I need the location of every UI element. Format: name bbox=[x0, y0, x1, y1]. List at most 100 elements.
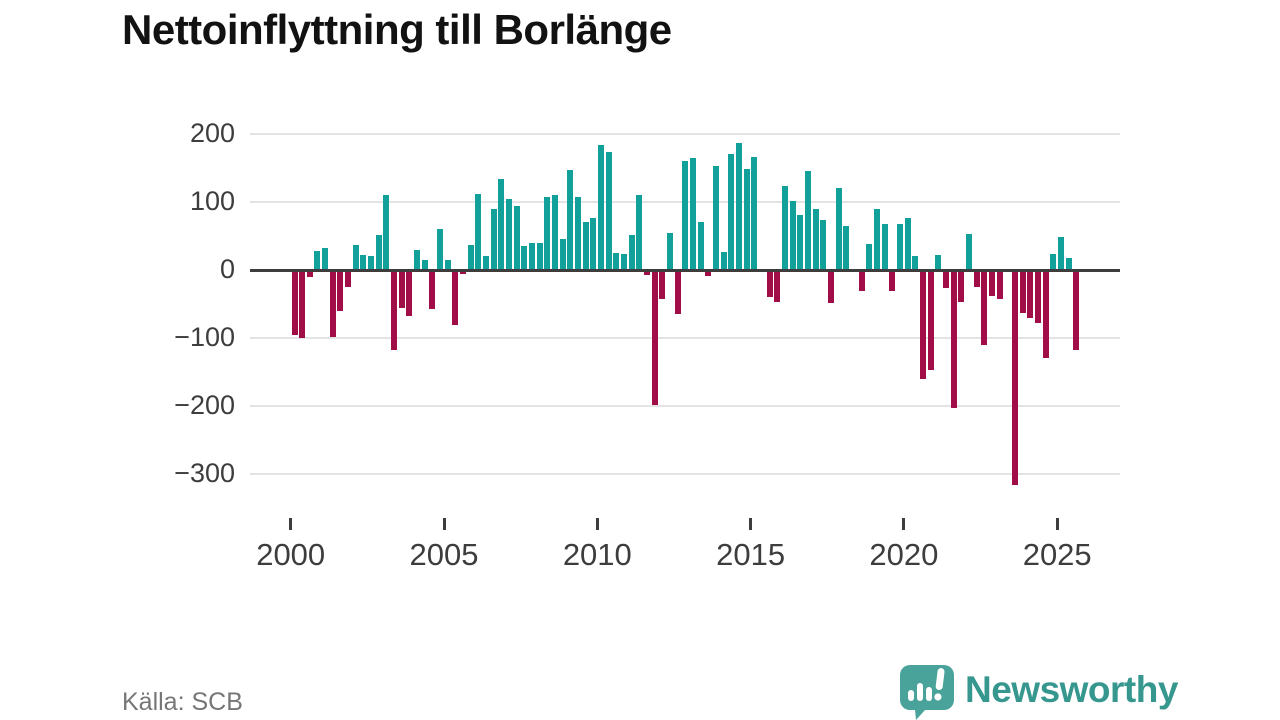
zero-axis-line bbox=[250, 268, 1120, 272]
bar-negative bbox=[306, 270, 313, 277]
bar-positive bbox=[498, 178, 505, 270]
bar-positive bbox=[912, 256, 919, 270]
bar-negative bbox=[858, 270, 865, 292]
bar-positive bbox=[598, 144, 605, 270]
bar-positive bbox=[414, 249, 421, 270]
bar-negative bbox=[950, 270, 957, 409]
bar-positive bbox=[897, 224, 904, 270]
y-axis-tick-label: 200 bbox=[189, 118, 235, 148]
bar-negative bbox=[1027, 270, 1034, 318]
bar-negative bbox=[345, 270, 352, 287]
bar-positive bbox=[874, 209, 881, 270]
bar-positive bbox=[1050, 253, 1057, 270]
bar-positive bbox=[820, 219, 827, 270]
gridline bbox=[250, 337, 1120, 339]
bar-negative bbox=[1012, 270, 1018, 485]
x-axis-tick-mark bbox=[902, 518, 906, 530]
x-axis-tick-mark bbox=[749, 518, 753, 530]
bar-positive bbox=[720, 252, 727, 270]
bar-positive bbox=[383, 195, 390, 270]
bar-negative bbox=[429, 270, 436, 309]
bar-positive bbox=[605, 152, 612, 270]
bar-negative bbox=[981, 270, 988, 345]
bar-negative bbox=[958, 270, 965, 302]
bar-positive bbox=[789, 201, 796, 270]
bar-negative bbox=[996, 270, 1003, 300]
x-axis-tick-label: 2020 bbox=[869, 537, 939, 572]
bar-positive bbox=[935, 255, 942, 270]
bar-negative bbox=[989, 270, 995, 296]
bar-positive bbox=[613, 253, 620, 270]
x-axis-tick-mark bbox=[1055, 518, 1059, 530]
bar-positive bbox=[713, 165, 720, 270]
bar-positive bbox=[636, 195, 643, 270]
bar-negative bbox=[337, 270, 344, 311]
bar-negative bbox=[774, 270, 781, 302]
bar-positive bbox=[467, 244, 474, 270]
bar-positive bbox=[805, 171, 812, 270]
bar-negative bbox=[1042, 270, 1049, 359]
bar-positive bbox=[575, 197, 582, 270]
bar-negative bbox=[644, 270, 651, 276]
bar-positive bbox=[628, 235, 635, 270]
x-axis-tick-label: 2025 bbox=[1022, 537, 1092, 572]
chart-title: Nettoinflyttning till Borlänge bbox=[122, 6, 672, 53]
bar-positive bbox=[966, 233, 973, 270]
bar-positive bbox=[521, 245, 528, 270]
bar-positive bbox=[1065, 257, 1072, 270]
bar-positive bbox=[444, 260, 451, 270]
bar-negative bbox=[674, 270, 681, 314]
bar-positive bbox=[736, 142, 743, 270]
y-axis-tick-label: 100 bbox=[189, 186, 235, 216]
bar-positive bbox=[751, 157, 758, 270]
bar-positive bbox=[697, 221, 704, 270]
bar-negative bbox=[329, 270, 336, 337]
bar-negative bbox=[398, 270, 405, 309]
bar-positive bbox=[352, 244, 359, 270]
newsworthy-wordmark: Newsworthy bbox=[965, 669, 1178, 710]
bar-negative bbox=[452, 270, 459, 326]
bar-negative bbox=[920, 270, 927, 380]
y-axis-tick-label: 0 bbox=[219, 254, 235, 284]
y-axis-tick-label: −300 bbox=[174, 458, 235, 488]
bar-negative bbox=[460, 270, 467, 275]
bar-positive bbox=[421, 260, 428, 270]
bar-positive bbox=[490, 208, 497, 270]
bar-positive bbox=[590, 217, 597, 270]
bar-negative bbox=[927, 270, 934, 370]
bar-positive bbox=[743, 169, 750, 270]
x-axis-tick-label: 2000 bbox=[256, 537, 326, 572]
bar-positive bbox=[552, 194, 559, 270]
bar-negative bbox=[406, 270, 413, 317]
bar-positive bbox=[559, 238, 566, 270]
bar-positive bbox=[835, 187, 842, 270]
bar-negative bbox=[705, 270, 712, 277]
x-axis-tick-label: 2005 bbox=[409, 537, 479, 572]
bar-positive bbox=[843, 225, 850, 270]
bar-positive bbox=[483, 256, 490, 270]
bar-positive bbox=[536, 243, 543, 270]
bar-negative bbox=[659, 270, 666, 299]
bar-positive bbox=[513, 206, 520, 270]
y-axis-tick-label: −200 bbox=[174, 390, 235, 420]
x-axis-tick-mark bbox=[595, 518, 599, 530]
source-caption: Källa: SCB bbox=[122, 688, 243, 716]
bar-positive bbox=[582, 221, 589, 270]
bar-positive bbox=[506, 198, 513, 270]
bar-positive bbox=[567, 170, 574, 270]
bar-positive bbox=[682, 161, 689, 270]
gridline bbox=[250, 133, 1120, 135]
x-axis-tick-mark bbox=[289, 518, 293, 530]
bar-positive bbox=[360, 255, 367, 270]
bar-positive bbox=[322, 248, 329, 270]
bar-positive bbox=[368, 256, 375, 270]
bar-negative bbox=[889, 270, 896, 292]
bar-negative bbox=[1019, 270, 1026, 313]
bar-positive bbox=[797, 214, 804, 270]
bar-negative bbox=[766, 270, 773, 298]
bar-positive bbox=[881, 224, 888, 270]
x-axis-tick-label: 2010 bbox=[562, 537, 632, 572]
bar-positive bbox=[812, 209, 819, 270]
